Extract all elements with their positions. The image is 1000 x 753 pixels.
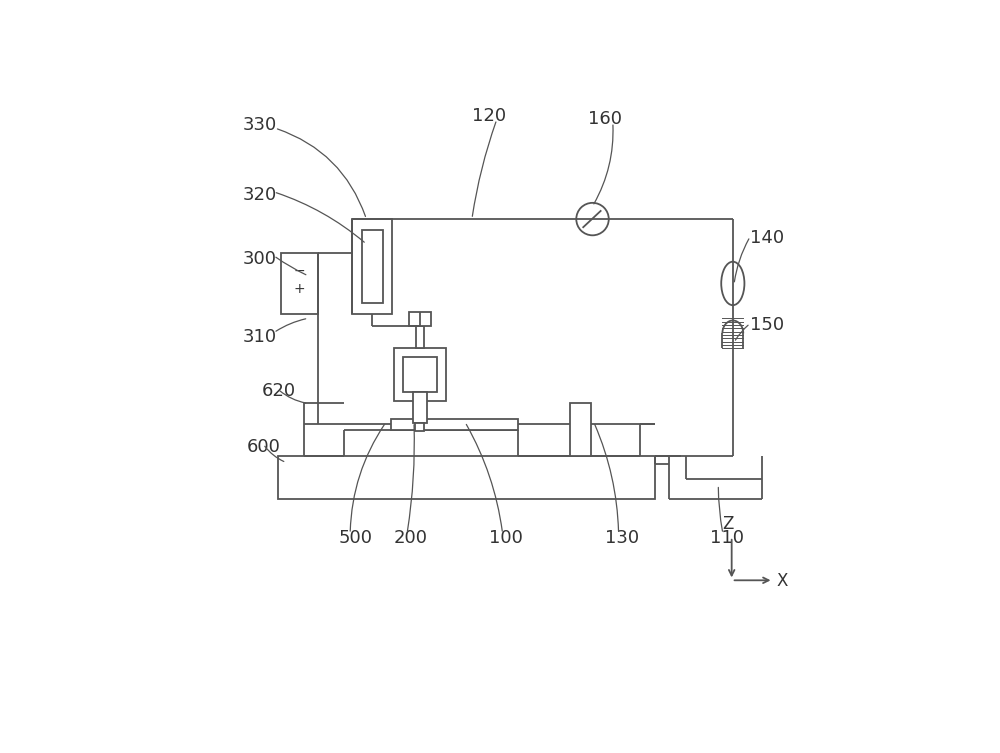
Text: 300: 300 [243,249,277,267]
Bar [413,392,427,422]
Text: 600: 600 [247,438,281,456]
Text: 110: 110 [710,529,744,547]
Bar [281,253,318,313]
Text: 100: 100 [489,529,523,547]
Bar [352,219,392,313]
Text: 330: 330 [243,116,277,134]
Text: 160: 160 [588,111,622,128]
Bar [362,230,383,303]
Bar [416,326,424,349]
Text: X: X [776,572,788,590]
Text: 140: 140 [750,229,784,247]
Bar [409,312,431,326]
Text: 620: 620 [262,382,296,400]
Text: −: − [294,264,306,279]
Bar [570,404,591,456]
Bar [415,422,424,431]
Bar [391,419,518,429]
Text: 120: 120 [472,108,506,126]
Text: Z: Z [723,515,734,533]
Bar [403,357,437,392]
Bar [394,349,446,401]
Text: 500: 500 [339,529,373,547]
Text: 310: 310 [243,328,277,346]
Text: 130: 130 [605,529,639,547]
Text: 150: 150 [750,316,784,334]
Text: 320: 320 [243,186,277,204]
Text: +: + [294,282,306,296]
Text: 200: 200 [394,529,428,547]
Bar [278,456,655,499]
